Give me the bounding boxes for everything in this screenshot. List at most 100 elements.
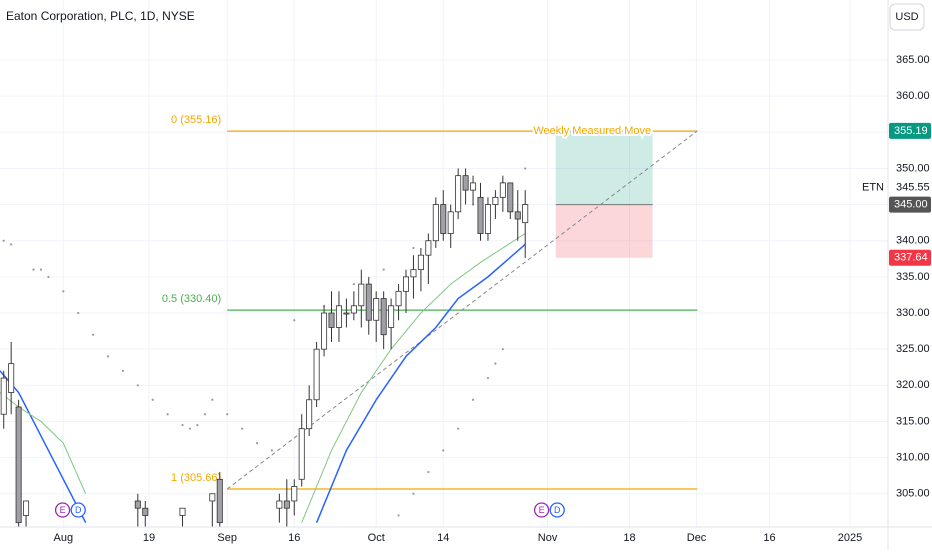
candle-body — [15, 406, 22, 524]
indicator-dot — [121, 369, 125, 372]
price-tag-label: 355.19 — [894, 125, 928, 137]
indicator-dot — [211, 398, 214, 401]
event-label: E — [60, 505, 66, 515]
indicator-dot — [47, 275, 50, 278]
indicator-dot — [77, 311, 80, 315]
y-tick-label: 365.00 — [896, 54, 930, 66]
candle-body — [216, 478, 223, 524]
candle-body — [291, 486, 298, 502]
indicator-dot — [2, 239, 5, 242]
event-marker — [549, 502, 565, 518]
x-tick-label: 16 — [288, 532, 300, 544]
x-tick-label: 16 — [763, 532, 775, 544]
candle-body — [343, 312, 350, 315]
plot-area: 0 (355.16) 0.5 (330.40) 1 (305.66) Weekly M… — [0, 0, 888, 527]
indicator-dot — [92, 333, 95, 336]
indicator-dot — [226, 413, 229, 416]
candle-body — [276, 500, 283, 509]
x-tick-label: Dec — [687, 532, 707, 544]
indicator-dot — [397, 514, 400, 517]
candle-body — [522, 204, 529, 224]
candle-body — [179, 507, 186, 516]
indicator-dot — [151, 398, 154, 401]
x-tick-label: Sep — [217, 532, 237, 544]
indicator-dot — [62, 290, 65, 293]
indicator-dot — [181, 423, 184, 427]
x-tick-label: Nov — [538, 532, 558, 544]
indicator-dot — [196, 423, 199, 427]
price-tag-label: 345.00 — [894, 198, 928, 210]
event-label: D — [554, 505, 561, 515]
x-tick-label: Oct — [368, 532, 385, 544]
indicator-dot — [412, 246, 415, 250]
chart-title: Eaton Corporation, PLC, 1D, NYSE — [6, 9, 195, 23]
y-tick-label: 310.00 — [896, 452, 930, 464]
price-tag — [889, 122, 931, 139]
candle-body — [462, 175, 469, 191]
y-tick-label: 350.00 — [896, 162, 930, 174]
event-marker — [70, 502, 86, 518]
fib-label: 0.5 (330.40) — [162, 293, 221, 305]
indicator-dot — [39, 268, 43, 271]
indicator-dot — [270, 449, 274, 452]
candle-body — [380, 298, 387, 336]
indicator-dot — [188, 427, 192, 430]
candle-body — [373, 298, 380, 321]
indicator-dot — [501, 348, 504, 351]
candle-body — [447, 211, 454, 234]
candle-body — [499, 182, 506, 198]
indicator-dot — [382, 268, 385, 271]
loss-zone — [555, 204, 653, 258]
y-tick-label: 360.00 — [896, 90, 930, 102]
candle-body — [477, 196, 484, 234]
candle-body — [142, 507, 149, 516]
candle-body — [484, 204, 491, 234]
y-tick-label: 340.00 — [896, 235, 930, 247]
candle-body — [432, 204, 439, 242]
moving-average — [0, 233, 526, 523]
indicator-dot — [106, 355, 110, 358]
indicator-dot — [427, 470, 430, 474]
y-tick-label: 315.00 — [896, 415, 930, 427]
x-tick-label: 18 — [623, 532, 635, 544]
candle-body — [410, 269, 417, 278]
candle-body — [23, 500, 30, 516]
candle-body — [492, 196, 499, 205]
candle-body — [417, 254, 424, 271]
trend-line — [226, 130, 698, 490]
candle-body — [395, 290, 402, 307]
candle-body — [328, 312, 335, 328]
candle-body — [365, 283, 372, 321]
candle-body — [209, 493, 216, 502]
y-tick-label: 305.00 — [896, 488, 930, 500]
x-tick-label: Aug — [54, 532, 74, 544]
indicator-dot — [32, 268, 35, 271]
indicator-dot — [241, 427, 244, 430]
x-tick-label: 19 — [143, 532, 155, 544]
indicator-dot — [352, 283, 355, 286]
indicator-dot — [10, 243, 13, 246]
currency-button[interactable] — [889, 3, 925, 31]
x-tick-label: 14 — [437, 532, 449, 544]
fib-label: 0 (355.16) — [171, 114, 221, 126]
event-marker — [533, 502, 550, 518]
x-tick-label: 2025 — [838, 532, 862, 544]
symbol-label: ETN — [862, 182, 884, 194]
currency-label[interactable]: USD — [895, 11, 918, 23]
indicator-dot — [457, 427, 460, 430]
candle-body — [425, 240, 432, 256]
indicator-dot — [524, 167, 527, 170]
candle-body — [358, 283, 365, 307]
candle-body — [321, 312, 328, 350]
indicator-dot — [442, 449, 445, 452]
price-tag — [889, 196, 931, 213]
last-price-label: 345.55 — [896, 182, 930, 194]
candle-body — [283, 500, 290, 509]
candle-body — [8, 363, 15, 393]
candle-body — [350, 305, 357, 314]
indicator-dot — [412, 492, 415, 495]
indicator-dot — [255, 442, 259, 445]
event-label: E — [539, 505, 545, 515]
